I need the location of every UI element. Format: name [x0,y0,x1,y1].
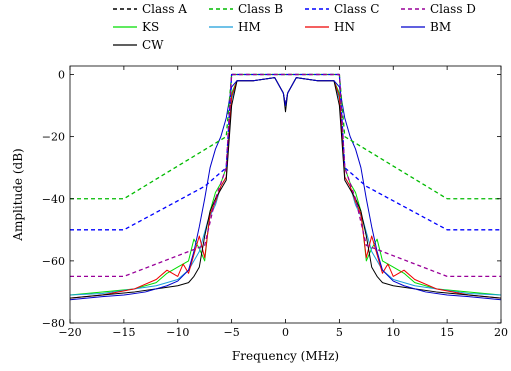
x-tick-label: 10 [386,326,400,339]
legend-label: KS [142,20,159,34]
legend-label: HN [334,20,355,34]
legend: Class A Class B Class C Class D KS HM HN BM CW [113,2,476,52]
series-line-class-b [70,73,501,200]
axes: −20 −15 −10 −5 0 5 10 15 20 −80 −60 −40 −20 0 [42,66,508,339]
y-tick-label: −60 [42,255,65,268]
x-axis-label: Frequency (MHz) [232,349,339,363]
legend-entry-bm: BM [401,20,451,34]
legend-entry-class-b: Class B [209,2,283,16]
x-tick-label: −10 [166,326,189,339]
y-tick-label: −20 [42,131,65,144]
legend-entry-class-d: Class D [401,2,476,16]
series-line-class-c [70,73,501,231]
legend-label: HM [238,20,261,34]
y-tick-label: −40 [42,193,65,206]
legend-entry-cw: CW [113,38,164,52]
legend-entry-class-a: Class A [113,2,187,16]
legend-label: BM [430,20,451,34]
x-tick-label: −5 [224,326,240,339]
legend-entry-hn: HN [305,20,355,34]
x-tick-label: −15 [112,326,135,339]
legend-entry-ks: KS [113,20,159,34]
legend-label: Class D [430,2,476,16]
legend-label: Class A [142,2,187,16]
series-line-bm [70,77,501,301]
legend-label: CW [142,38,164,52]
legend-label: Class B [238,2,283,16]
legend-entry-class-c: Class C [305,2,380,16]
x-tick-label: 20 [494,326,508,339]
legend-label: Class C [334,2,380,16]
series-layer [70,73,501,301]
x-tick-label: 5 [336,326,343,339]
y-tick-label: −80 [42,317,65,330]
x-tick-label: 0 [282,326,289,339]
series-line-class-d [70,73,501,278]
y-tick-label: 0 [58,69,65,82]
legend-entry-hm: HM [209,20,261,34]
x-tick-label: −20 [58,326,81,339]
x-tick-label: 15 [440,326,454,339]
y-axis-label: Amplitude (dB) [11,148,25,241]
series-line-cw [70,77,501,299]
